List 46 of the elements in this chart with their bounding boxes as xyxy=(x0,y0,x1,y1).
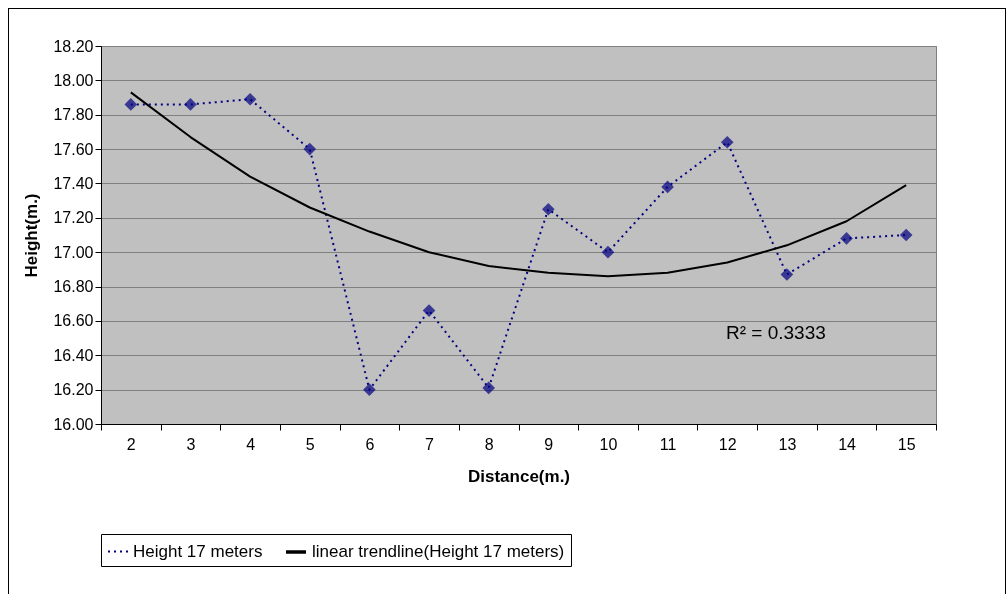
y-tick-label: 16.40 xyxy=(53,346,94,364)
x-tick-label: 10 xyxy=(599,435,618,453)
point xyxy=(482,381,495,395)
x-tick-label: 7 xyxy=(425,435,435,453)
point xyxy=(720,135,734,149)
point xyxy=(661,180,674,194)
x-axis-title: Distance(m.) xyxy=(467,466,571,486)
y-axis-title: Height(m.) xyxy=(22,193,42,278)
x-tick-label: 13 xyxy=(778,435,797,453)
y-tick-label: 17.20 xyxy=(53,209,94,227)
y-tick-label: 18.00 xyxy=(53,71,94,89)
point xyxy=(899,228,913,242)
y-tick-label: 16.00 xyxy=(53,415,94,433)
x-tick-label: 5 xyxy=(305,435,315,453)
legend-label: Height 17 meters xyxy=(133,541,263,561)
x-tick-label: 15 xyxy=(897,435,916,453)
x-tick-label: 4 xyxy=(246,435,256,453)
point xyxy=(542,202,555,216)
x-tick-label: 8 xyxy=(484,435,494,453)
point xyxy=(840,232,853,245)
x-tick-label: 6 xyxy=(365,435,375,453)
point xyxy=(184,98,197,111)
x-tick-label: 3 xyxy=(186,435,196,453)
x-tick-label: 12 xyxy=(718,435,737,453)
point xyxy=(303,142,317,156)
y-tick-label: 17.00 xyxy=(53,243,94,261)
point xyxy=(124,98,138,111)
y-tick-label: 18.20 xyxy=(53,37,94,55)
y-tick-label: 16.80 xyxy=(53,278,94,296)
x-tick-label: 11 xyxy=(659,435,677,453)
y-tick-label: 17.80 xyxy=(53,106,94,124)
x-tick-label: 9 xyxy=(544,435,554,453)
point xyxy=(780,268,794,281)
y-tick-label: 17.40 xyxy=(53,174,94,192)
y-tick-label: 17.60 xyxy=(53,140,94,158)
line-series xyxy=(129,91,908,278)
point xyxy=(363,383,376,396)
point xyxy=(422,304,436,317)
x-tick-label: 14 xyxy=(838,435,857,453)
point xyxy=(601,245,615,259)
y-tick-label: 16.20 xyxy=(53,381,94,399)
annotation: R² = 0.3333 xyxy=(726,322,826,343)
x-tick-label: 2 xyxy=(126,435,136,453)
y-tick-label: 16.60 xyxy=(53,312,94,330)
legend-label: linear trendline(Height 17 meters) xyxy=(312,542,565,561)
point xyxy=(243,92,257,106)
